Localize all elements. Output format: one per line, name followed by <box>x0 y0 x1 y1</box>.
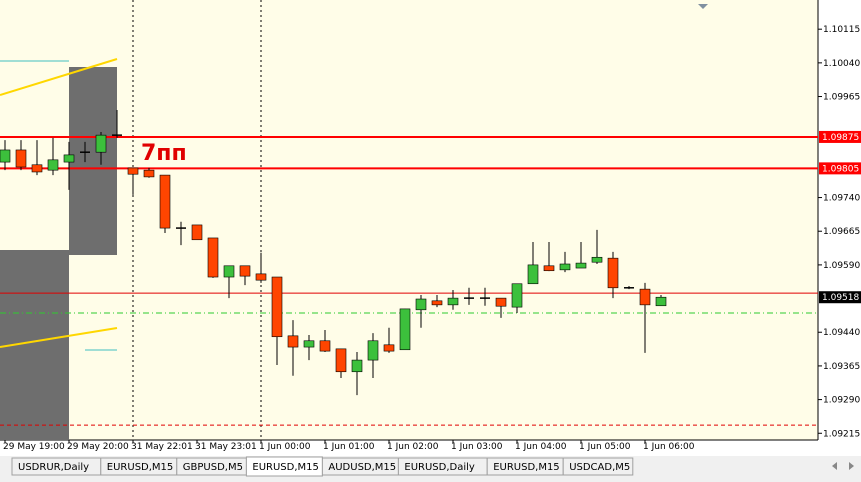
candle-body <box>47 159 59 171</box>
candle-body <box>271 276 283 338</box>
candle-body <box>399 308 411 351</box>
tab-label[interactable]: EURUSD,M15 <box>493 462 559 473</box>
candle-body <box>511 283 523 308</box>
y-tick-label: 1.09440 <box>823 328 860 338</box>
candle-body <box>95 134 107 153</box>
scroll-left[interactable] <box>832 462 837 470</box>
plot-background <box>0 0 818 440</box>
candle-body <box>191 224 203 241</box>
price-tag-label: 1.09805 <box>822 164 859 174</box>
trendline <box>0 327 118 348</box>
tab-label[interactable]: AUDUSD,M15 <box>328 462 396 473</box>
candle-body <box>607 257 619 289</box>
y-tick-label: 1.10040 <box>823 59 860 69</box>
tab-label[interactable]: GBPUSD,M5 <box>183 462 243 473</box>
candle-body <box>159 174 171 229</box>
y-tick-label: 1.09590 <box>823 261 860 271</box>
price-axis-background <box>818 0 861 456</box>
x-tick-label: 1 Jun 06:00 <box>643 442 695 452</box>
price-tag <box>819 291 861 304</box>
x-tick-label: 1 Jun 05:00 <box>579 442 631 452</box>
candle-body <box>495 297 507 307</box>
candle-body <box>527 264 539 285</box>
candle-body <box>575 262 587 269</box>
price-tag-label: 1.09875 <box>822 133 859 143</box>
y-tick-label: 1.09665 <box>823 227 860 237</box>
candle-body <box>303 340 315 348</box>
candle-body <box>431 300 443 306</box>
trendline <box>0 58 118 96</box>
candle-body <box>239 265 251 277</box>
shaded-zone <box>69 67 117 255</box>
x-tick-label: 31 May 23:01 <box>195 442 257 452</box>
price-tag <box>819 130 861 143</box>
tab-label[interactable]: USDCAD,M5 <box>569 462 630 473</box>
candle-body <box>591 256 603 263</box>
y-tick-label: 1.09740 <box>823 194 860 204</box>
tab-label[interactable]: USDRUR,Daily <box>18 462 89 473</box>
candle-body <box>0 149 11 163</box>
scroll-right[interactable] <box>849 462 854 470</box>
tab-label[interactable]: EURUSD,Daily <box>404 462 475 473</box>
tab-bar: USDRUR,Daily EURUSD,M15 GBPUSD,M5 EURUSD,M1… <box>0 456 861 478</box>
tab[interactable] <box>562 457 634 476</box>
price-tag <box>819 162 861 175</box>
candle-body <box>207 237 219 278</box>
shift-marker <box>698 4 708 9</box>
y-tick-label: 1.10115 <box>823 25 860 35</box>
candle-body <box>255 273 267 281</box>
x-tick-label: 1 Jun 01:00 <box>323 442 375 452</box>
tab-label[interactable]: EURUSD,M15 <box>252 462 318 473</box>
candle-body <box>319 340 331 352</box>
candle-body <box>559 263 571 271</box>
candle-body <box>15 149 27 168</box>
candle-body <box>63 154 75 163</box>
x-tick-label: 29 May 19:00 <box>3 442 65 452</box>
x-tick-label: 29 May 20:00 <box>67 442 129 452</box>
candle-body <box>351 359 363 373</box>
y-tick-label: 1.09215 <box>823 429 860 439</box>
candle-body <box>31 164 43 173</box>
candle-body <box>367 340 379 361</box>
candle-body <box>287 335 299 348</box>
candle-body <box>143 169 155 178</box>
candle-body <box>335 348 347 373</box>
x-tick-label: 31 May 22:01 <box>131 442 193 452</box>
candle-body <box>543 265 555 272</box>
y-tick-label: 1.09965 <box>823 93 860 103</box>
x-tick-label: 1 Jun 02:00 <box>387 442 439 452</box>
x-tick-label: 1 Jun 00:00 <box>259 442 311 452</box>
candle-body <box>415 298 427 311</box>
candle-body <box>447 297 459 306</box>
candle-body <box>383 344 395 352</box>
x-tick-label: 1 Jun 04:00 <box>515 442 567 452</box>
tab-label[interactable]: EURUSD,M15 <box>107 462 173 473</box>
y-tick-label: 1.09290 <box>823 396 860 406</box>
y-tick-label: 1.09365 <box>823 362 860 372</box>
annotation: 7пп <box>141 141 187 166</box>
candle-body <box>127 167 139 175</box>
price-tag-label: 1.09518 <box>822 293 859 303</box>
time-axis-background <box>0 440 818 456</box>
x-tick-label: 1 Jun 03:00 <box>451 442 503 452</box>
candle-body <box>655 296 667 307</box>
candle-body <box>223 265 235 278</box>
candle-body <box>639 288 651 306</box>
